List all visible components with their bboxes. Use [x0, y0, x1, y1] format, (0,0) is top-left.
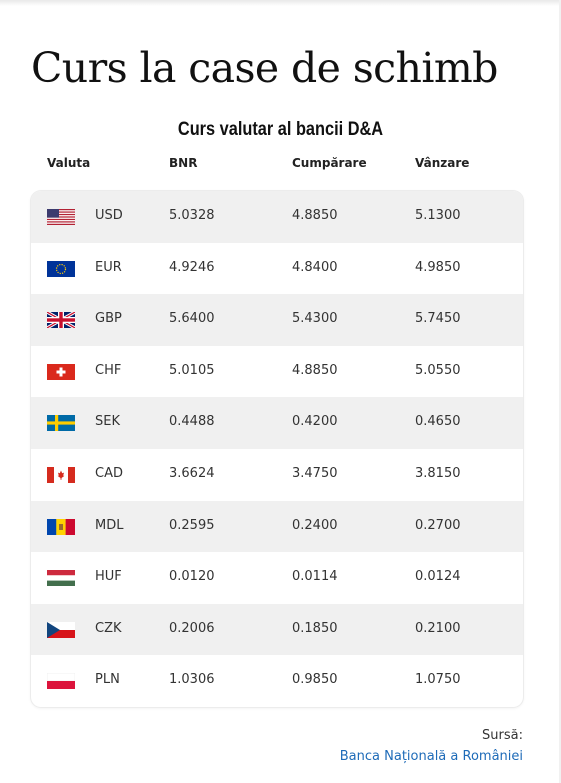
currency-code: CZK	[95, 620, 122, 636]
eu-flag-icon	[47, 260, 75, 277]
buy-rate: 4.8850	[292, 362, 338, 378]
bnr-rate: 0.0120	[169, 569, 215, 585]
bnr-rate: 3.6624	[169, 465, 215, 481]
currency-code: SEK	[95, 414, 120, 430]
table-row: CAD 3.6624 3.4750 3.8150	[31, 449, 523, 501]
sell-rate: 0.0124	[415, 569, 461, 585]
table-row: MDL 0.2595 0.2400 0.2700	[31, 500, 523, 553]
currency-code: CAD	[95, 465, 123, 481]
uk-flag-icon	[46, 310, 76, 330]
buy-rate: 0.1850	[292, 620, 338, 636]
header-cumparare: Cumpărare	[292, 156, 367, 170]
right-edge	[559, 0, 561, 783]
sell-rate: 3.8150	[415, 465, 461, 481]
bnr-rate: 0.4488	[169, 414, 215, 430]
ch-flag-icon	[47, 363, 75, 380]
exchange-rate-table: USD 5.0328 4.8850 5.1300 EUR 4.9246 4.84…	[31, 191, 523, 707]
table-row: SEK 0.4488 0.4200 0.4650	[31, 397, 523, 449]
currency-code: GBP	[95, 311, 122, 327]
bnr-rate: 4.9246	[169, 259, 215, 275]
buy-rate: 0.9850	[292, 672, 338, 688]
sell-rate: 0.4650	[415, 414, 461, 430]
us-flag-icon	[47, 209, 75, 225]
buy-rate: 0.4200	[292, 414, 338, 430]
ca-flag-icon	[47, 466, 75, 483]
header-bnr: BNR	[169, 156, 198, 170]
header-valuta: Valuta	[47, 156, 91, 170]
currency-code: USD	[95, 208, 123, 223]
se-flag-icon	[47, 415, 75, 432]
top-edge	[0, 0, 561, 6]
bnr-rate: 0.2595	[169, 517, 215, 533]
sell-rate: 4.9850	[415, 259, 461, 275]
table-row: USD 5.0328 4.8850 5.1300	[31, 191, 523, 243]
source-link[interactable]: Banca Națională a României	[339, 749, 523, 764]
bnr-rate: 5.6400	[169, 311, 215, 327]
source-label: Sursă:	[482, 728, 523, 743]
currency-code: MDL	[95, 517, 124, 533]
bnr-rate: 5.0105	[169, 362, 215, 378]
sell-rate: 1.0750	[415, 672, 461, 688]
table-row: CHF 5.0105 4.8850 5.0550	[31, 346, 523, 398]
bnr-rate: 1.0306	[169, 672, 215, 688]
bnr-rate: 0.2006	[169, 620, 215, 636]
sell-rate: 0.2100	[415, 620, 461, 636]
table-row: GBP 5.6400 5.4300 5.7450	[31, 294, 523, 346]
currency-code: CHF	[95, 362, 122, 378]
sell-rate: 5.7450	[415, 311, 461, 327]
header-vanzare: Vânzare	[415, 156, 470, 170]
cz-flag-icon	[47, 621, 75, 638]
currency-code: PLN	[95, 672, 120, 688]
currency-code: HUF	[95, 569, 122, 585]
sell-rate: 5.0550	[415, 362, 461, 378]
table-row: EUR 4.9246 4.8400 4.9850	[31, 243, 523, 295]
buy-rate: 0.2400	[292, 517, 338, 533]
table-row: CZK 0.2006 0.1850 0.2100	[31, 603, 523, 656]
currency-code: EUR	[95, 259, 122, 275]
buy-rate: 4.8850	[292, 208, 338, 223]
buy-rate: 5.4300	[292, 311, 338, 327]
buy-rate: 4.8400	[292, 259, 338, 275]
bnr-rate: 5.0328	[169, 208, 215, 223]
buy-rate: 0.0114	[292, 569, 338, 585]
page-title: Curs la case de schimb	[31, 44, 498, 92]
table-subtitle: Curs valutar al bancii D&A	[177, 119, 384, 140]
pl-flag-icon	[46, 673, 76, 690]
table-row: HUF 0.0120 0.0114 0.0124	[31, 552, 523, 604]
hu-flag-icon	[47, 570, 75, 587]
buy-rate: 3.4750	[292, 465, 338, 481]
table-row: PLN 1.0306 0.9850 1.0750	[31, 655, 523, 707]
md-flag-icon	[47, 518, 75, 535]
sell-rate: 0.2700	[415, 517, 461, 533]
sell-rate: 5.1300	[415, 208, 461, 223]
